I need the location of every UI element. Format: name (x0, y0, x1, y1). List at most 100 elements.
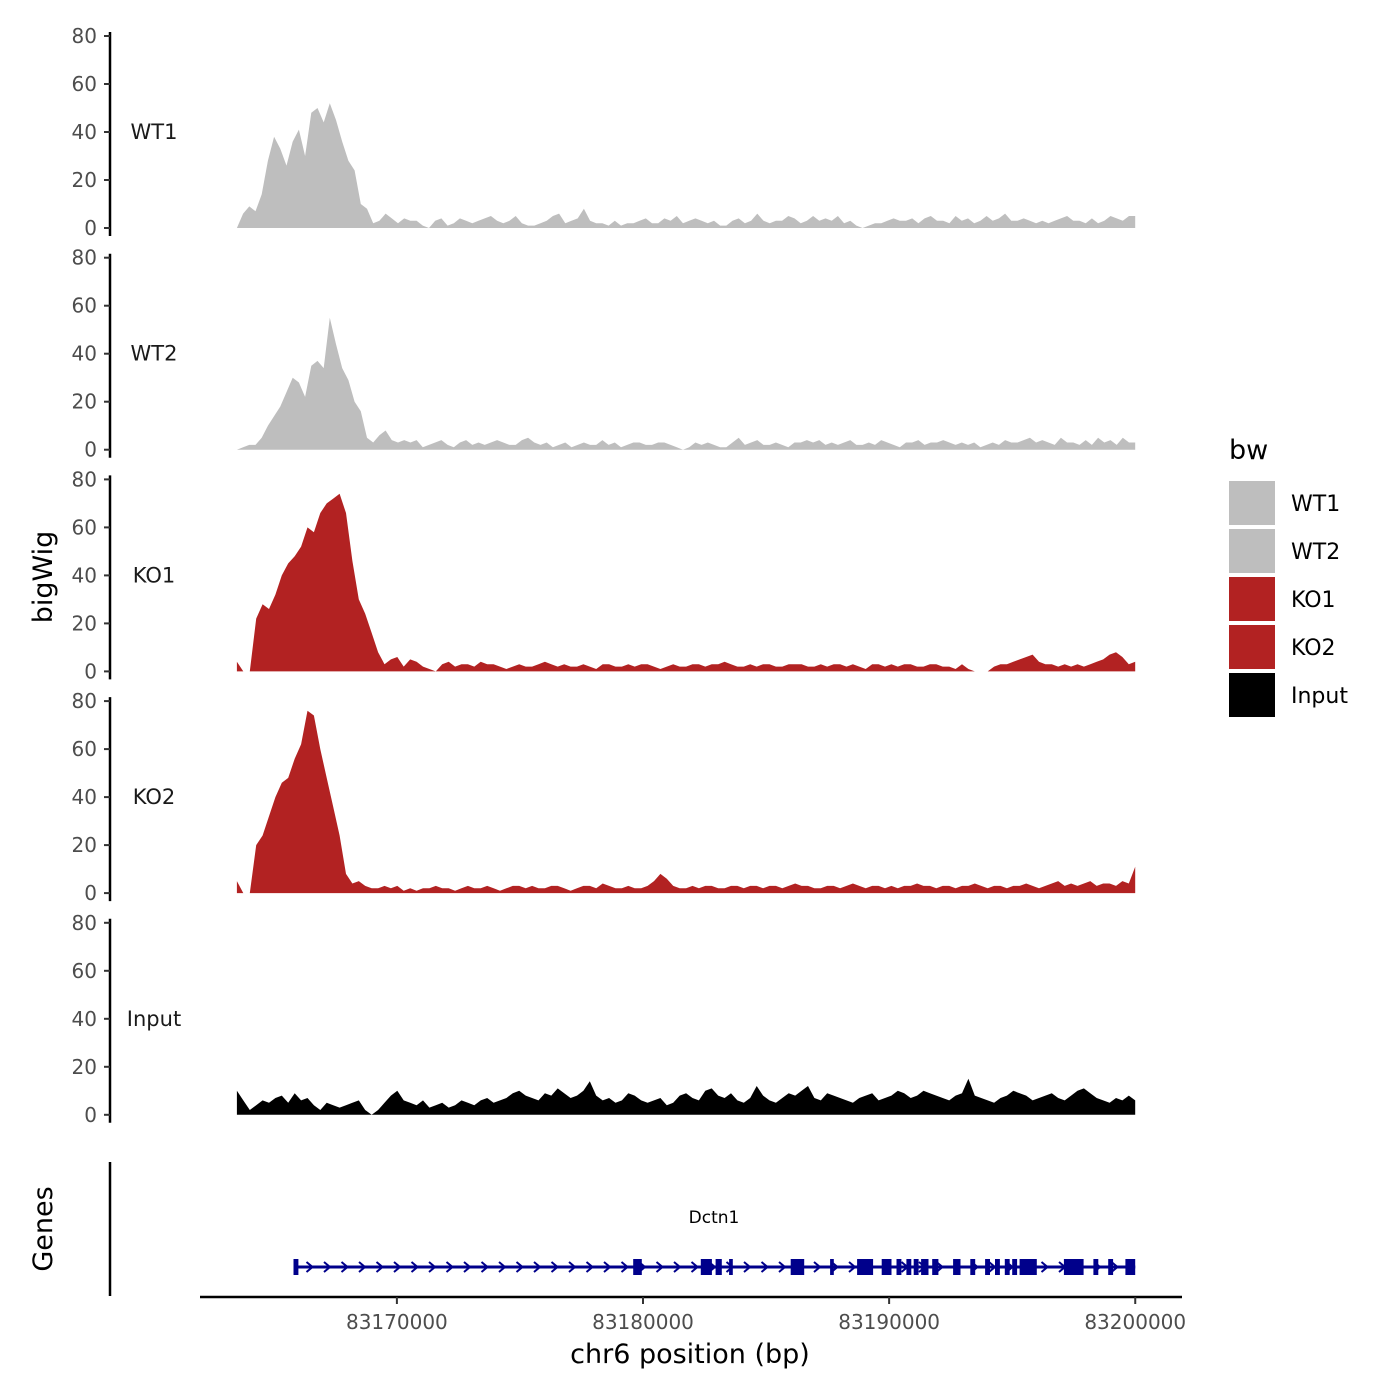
y-tick-label: 80 (72, 689, 97, 713)
strand-arrow (463, 1261, 472, 1273)
y-tick-label: 0 (84, 1103, 97, 1127)
strand-arrow (1040, 1261, 1050, 1273)
strand-arrow (760, 1261, 770, 1273)
strand-arrow (690, 1261, 700, 1273)
strand-arrow (533, 1261, 542, 1273)
y-tick-label: 40 (72, 120, 97, 144)
exon (830, 1259, 834, 1275)
strand-arrow (428, 1261, 437, 1273)
strand-arrow (305, 1261, 315, 1273)
y-tick-label: 60 (72, 737, 97, 761)
coverage-area-wt1 (236, 103, 1136, 228)
strand-arrow (743, 1261, 752, 1273)
track-label: Input (127, 1007, 181, 1031)
coverage-tracks: 0 20 40 60 80 WT1 0 20 40 60 80 WT2 0 20 40 60 80 KO1 0 20 4… (72, 24, 1136, 1127)
exon (913, 1259, 919, 1275)
track-panel-ko1: 0 20 40 60 80 KO1 (72, 467, 1136, 683)
y-tick-label: 40 (72, 1007, 97, 1031)
exon (1063, 1259, 1084, 1275)
y-tick-label: 0 (84, 438, 97, 462)
exon (1012, 1259, 1018, 1275)
exon (293, 1259, 299, 1275)
legend-label: WT2 (1291, 540, 1340, 565)
exon (857, 1259, 874, 1275)
y-tick-label: 80 (72, 467, 97, 491)
x-axis: 83170000 83180000 83190000 83200000 (200, 1295, 1186, 1334)
coverage-area-input (236, 1078, 1136, 1115)
genes-track-title: Genes (28, 1186, 59, 1271)
legend-swatch (1229, 529, 1275, 573)
coverage-area-wt2 (236, 317, 1136, 450)
exon (1004, 1259, 1010, 1275)
strand-arrow (550, 1261, 560, 1273)
legend-label: KO1 (1291, 588, 1336, 613)
strand-arrow (515, 1261, 525, 1273)
strand-arrow (655, 1261, 665, 1273)
legend-title: bw (1229, 435, 1268, 466)
y-tick-label: 80 (72, 246, 97, 270)
x-axis-title: chr6 position (bp) (570, 1339, 810, 1370)
strand-arrow (480, 1261, 490, 1273)
track-label: KO2 (133, 785, 176, 809)
strand-arrow (603, 1261, 612, 1273)
exon (700, 1259, 712, 1275)
legend-swatch (1229, 625, 1275, 669)
strand-arrow (340, 1261, 350, 1273)
y-tick-label: 40 (72, 563, 97, 587)
y-tick-label: 0 (84, 881, 97, 905)
exon (1125, 1259, 1136, 1275)
y-tick-label: 60 (72, 959, 97, 983)
legend-swatch (1229, 577, 1275, 621)
y-tick-label: 60 (72, 72, 97, 96)
exon (906, 1259, 912, 1275)
strand-arrow (375, 1261, 385, 1273)
exon (995, 1259, 1000, 1275)
coverage-area-ko1 (236, 493, 1136, 672)
y-tick-label: 60 (72, 515, 97, 539)
legend-swatch (1229, 481, 1275, 525)
y-tick-label: 20 (72, 1055, 97, 1079)
legend-item-input: Input (1229, 673, 1348, 717)
strand-arrow (445, 1261, 455, 1273)
legend-item-ko1: KO1 (1229, 577, 1336, 621)
strand-arrow (1110, 1261, 1120, 1273)
strand-arrow (410, 1261, 420, 1273)
strand-arrow (620, 1261, 630, 1273)
legend-label: Input (1291, 684, 1348, 709)
exon (633, 1259, 642, 1275)
legend-item-wt2: WT2 (1229, 529, 1340, 573)
exon (881, 1259, 892, 1275)
strand-arrow (568, 1261, 577, 1273)
strand-arrow (498, 1261, 507, 1273)
exon (932, 1259, 939, 1275)
strand-arrow (778, 1261, 787, 1273)
x-tick-label: 83200000 (1084, 1310, 1186, 1334)
exon (921, 1259, 929, 1275)
legend-label: WT1 (1291, 492, 1340, 517)
track-panel-wt1: 0 20 40 60 80 WT1 (72, 24, 1136, 240)
exon (985, 1259, 990, 1275)
track-label: WT2 (131, 342, 178, 366)
y-tick-label: 60 (72, 294, 97, 318)
track-panel-wt2: 0 20 40 60 80 WT2 (72, 246, 1136, 462)
strand-arrow (323, 1261, 332, 1273)
exon (790, 1259, 805, 1275)
x-tick-label: 83190000 (838, 1310, 940, 1334)
exon (1019, 1259, 1037, 1275)
strand-arrow (673, 1261, 682, 1273)
y-tick-label: 80 (72, 24, 97, 48)
exon (715, 1259, 722, 1275)
exon (953, 1259, 961, 1275)
y-tick-label: 20 (72, 390, 97, 414)
x-tick-label: 83180000 (592, 1310, 694, 1334)
strand-arrow (393, 1261, 402, 1273)
strand-arrow (585, 1261, 595, 1273)
strand-arrow (848, 1261, 857, 1273)
legend-item-ko2: KO2 (1229, 625, 1336, 669)
y-tick-label: 40 (72, 785, 97, 809)
track-panel-input: 0 20 40 60 80 Input (72, 911, 1136, 1127)
strand-arrow (358, 1261, 367, 1273)
strand-arrow (935, 1261, 945, 1273)
exon (970, 1259, 976, 1275)
